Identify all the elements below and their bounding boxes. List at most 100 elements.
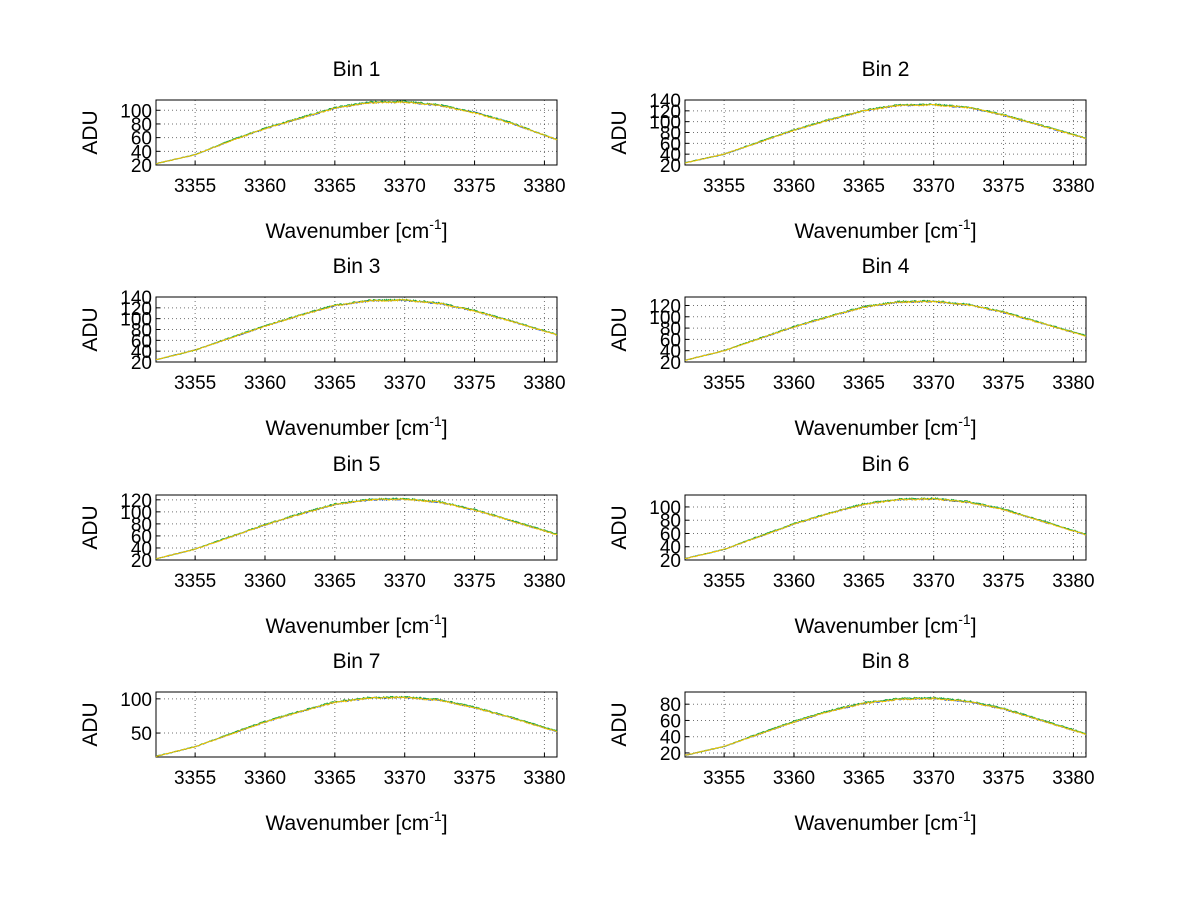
- y-tick-label: 60: [131, 129, 152, 150]
- x-tick-label: 3370: [384, 571, 426, 592]
- x-axis-label-close: ]: [442, 220, 448, 243]
- series-line-trace-blue: [684, 697, 1087, 757]
- subplot-5: Bin 5 3355 3360 3365 3370 3375 3380 20406080100…: [79, 453, 566, 638]
- plot-area: [155, 494, 558, 561]
- x-tick-label: 3355: [174, 176, 216, 197]
- y-tick-label: 140: [120, 288, 152, 309]
- plot-area: [155, 99, 558, 166]
- x-tick-label: 3365: [843, 571, 885, 592]
- series-line-trace-blue: [684, 300, 1087, 361]
- y-tick-label: 60: [660, 711, 681, 732]
- x-axis-label-superscript: -1: [429, 808, 442, 824]
- x-tick-label: 3365: [314, 373, 356, 394]
- subplot-title: Bin 8: [862, 650, 910, 673]
- y-tick-label: 20: [660, 551, 681, 572]
- x-axis-label-main: Wavenumber [cm: [794, 812, 958, 835]
- y-axis-label: ADU: [608, 505, 631, 549]
- x-axis-label: Wavenumber [cm-1]: [265, 413, 447, 440]
- series-line-trace-yellow: [684, 103, 1087, 164]
- x-tick-label: 3375: [982, 768, 1024, 789]
- x-tick-label: 3375: [453, 373, 495, 394]
- x-axis-label-main: Wavenumber [cm: [794, 220, 958, 243]
- x-axis-label: Wavenumber [cm-1]: [794, 413, 976, 440]
- series-line-trace-green: [155, 695, 558, 757]
- y-tick-label: 20: [660, 353, 681, 374]
- y-tick-label: 80: [660, 124, 681, 145]
- x-tick-label: 3370: [913, 571, 955, 592]
- x-axis-label-superscript: -1: [958, 808, 971, 824]
- y-tick-label: 20: [131, 353, 152, 374]
- x-tick-label: 3375: [982, 571, 1024, 592]
- series-line-trace-green: [684, 299, 1086, 362]
- series-line-trace-yellow: [155, 298, 557, 361]
- x-tick-label: 3365: [843, 768, 885, 789]
- subplot-title: Bin 6: [862, 453, 910, 476]
- y-tick-label: 40: [131, 142, 152, 163]
- x-axis-label-main: Wavenumber [cm: [265, 615, 429, 638]
- y-tick-label: 60: [660, 330, 681, 351]
- series-line-trace-green: [155, 497, 558, 560]
- y-tick-label: 20: [660, 744, 681, 765]
- y-tick-label: 60: [131, 331, 152, 352]
- y-tick-label: 120: [120, 491, 152, 512]
- x-axis-label-main: Wavenumber [cm: [265, 220, 429, 243]
- series-line-trace-yellow: [684, 300, 1086, 361]
- series-line-trace-blue: [155, 696, 558, 757]
- y-tick-label: 100: [120, 310, 152, 331]
- x-tick-label: 3380: [523, 571, 565, 592]
- x-tick-label: 3380: [523, 373, 565, 394]
- subplot-title: Bin 3: [333, 255, 381, 278]
- y-tick-label: 80: [660, 511, 681, 532]
- x-tick-label: 3365: [314, 768, 356, 789]
- y-tick-label: 80: [131, 515, 152, 536]
- y-tick-label: 20: [131, 551, 152, 572]
- y-tick-label: 140: [649, 91, 681, 112]
- x-tick-label: 3380: [1052, 176, 1094, 197]
- series-line-trace-yellow: [684, 697, 1087, 756]
- x-tick-label: 3370: [384, 768, 426, 789]
- x-tick-label: 3355: [703, 768, 745, 789]
- x-axis-label-close: ]: [971, 220, 977, 243]
- x-tick-label: 3370: [384, 373, 426, 394]
- y-tick-label: 40: [660, 145, 681, 166]
- y-tick-label: 20: [660, 156, 681, 177]
- y-tick-label: 100: [120, 101, 152, 122]
- plot-area: [684, 494, 1087, 561]
- y-axis-label: ADU: [79, 702, 102, 746]
- x-tick-label: 3375: [453, 571, 495, 592]
- series-line-trace-blue: [156, 100, 558, 164]
- y-axis-label: ADU: [79, 307, 102, 351]
- x-tick-label: 3360: [244, 176, 286, 197]
- x-tick-label: 3360: [773, 373, 815, 394]
- x-tick-label: 3375: [453, 768, 495, 789]
- x-axis-label-superscript: -1: [429, 413, 442, 429]
- x-axis-label: Wavenumber [cm-1]: [265, 216, 447, 243]
- x-tick-label: 3355: [174, 571, 216, 592]
- y-axis-label: ADU: [608, 110, 631, 154]
- y-axis-label: ADU: [608, 307, 631, 351]
- x-axis-label-superscript: -1: [958, 611, 971, 627]
- x-axis-label: Wavenumber [cm-1]: [265, 611, 447, 638]
- y-axis-label: ADU: [79, 505, 102, 549]
- subplot-6: Bin 6 3355 3360 3365 3370 3375 3380 20406080100…: [608, 453, 1095, 638]
- plot-area: [155, 691, 558, 758]
- y-tick-label: 40: [660, 342, 681, 363]
- x-tick-label: 3370: [384, 176, 426, 197]
- x-tick-label: 3380: [1052, 768, 1094, 789]
- x-tick-label: 3355: [174, 768, 216, 789]
- y-tick-label: 40: [660, 538, 681, 559]
- x-axis-label-main: Wavenumber [cm: [265, 812, 429, 835]
- x-tick-label: 3360: [244, 373, 286, 394]
- x-tick-label: 3375: [982, 176, 1024, 197]
- x-axis-label-superscript: -1: [429, 611, 442, 627]
- y-tick-label: 100: [120, 503, 152, 524]
- x-axis-label-superscript: -1: [958, 216, 971, 232]
- x-tick-label: 3365: [314, 176, 356, 197]
- subplot-title: Bin 1: [333, 58, 381, 81]
- x-tick-label: 3355: [703, 176, 745, 197]
- y-axis-label: ADU: [608, 702, 631, 746]
- x-axis-label-close: ]: [442, 812, 448, 835]
- plot-area: [684, 296, 1087, 363]
